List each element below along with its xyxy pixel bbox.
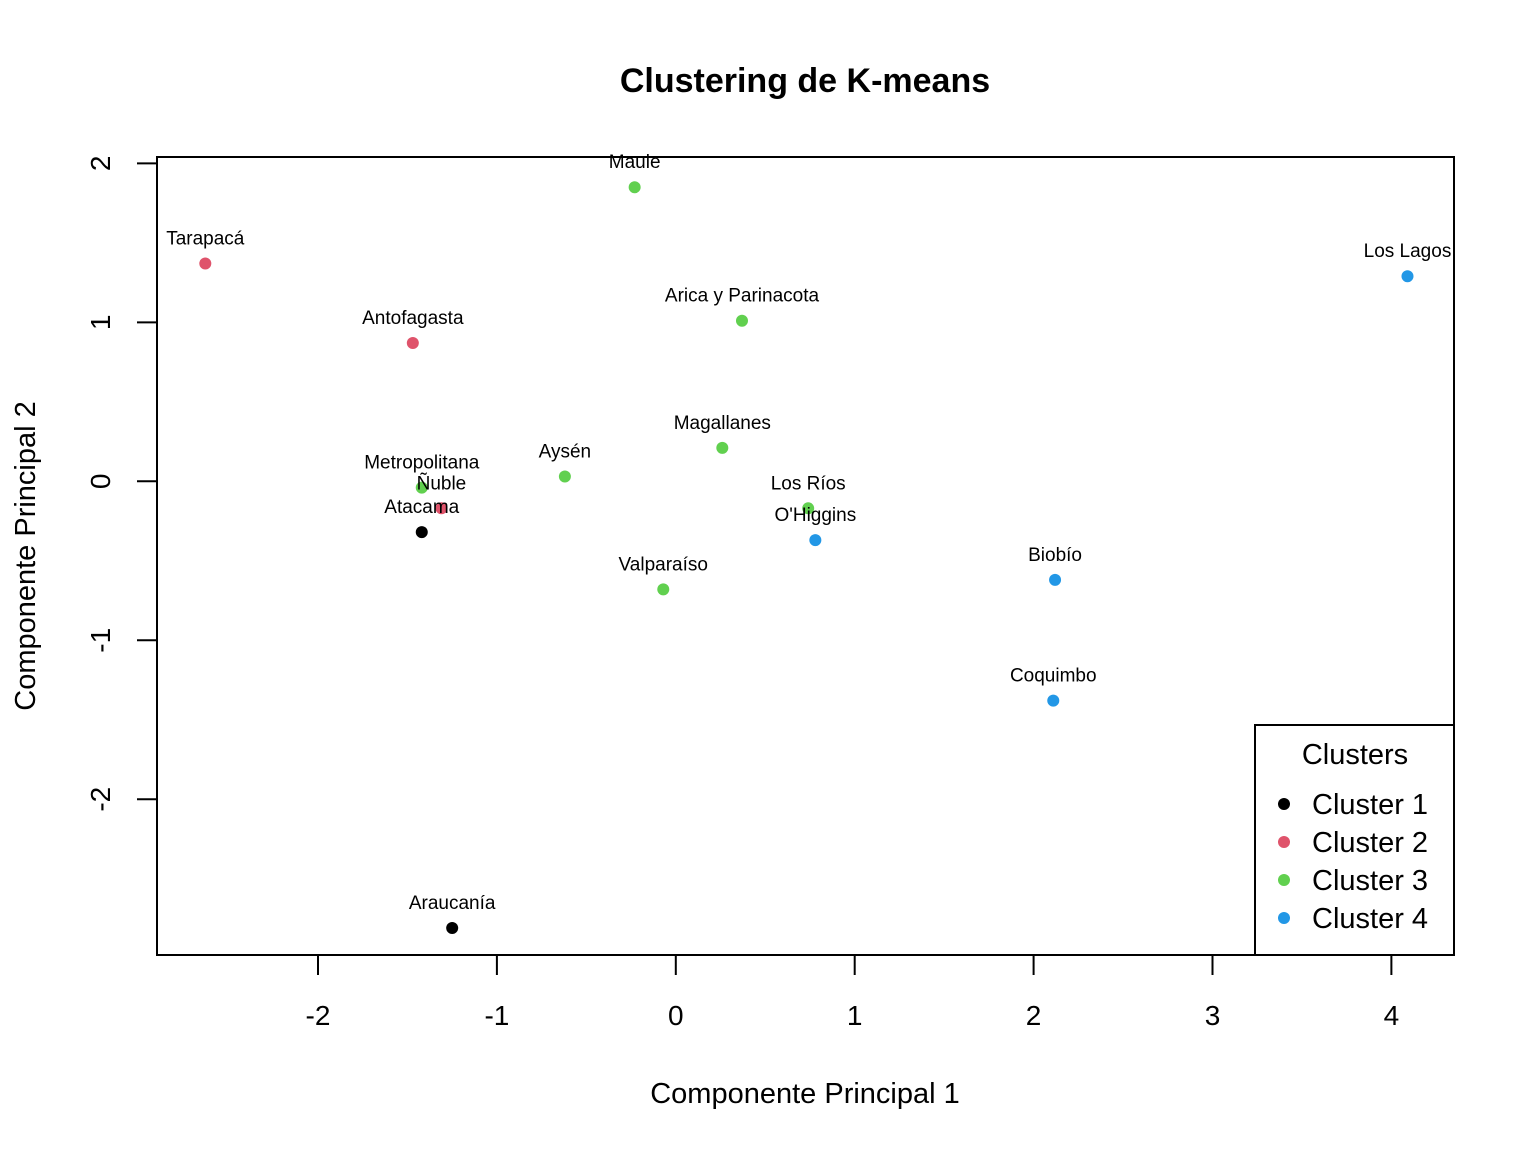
- data-point: [716, 441, 729, 454]
- point-label: Arica y Parinacota: [665, 286, 820, 307]
- data-points: [199, 181, 1414, 934]
- data-point: [435, 502, 448, 515]
- data-point: [1401, 270, 1414, 283]
- point-label: Araucanía: [409, 893, 496, 914]
- legend-marker: [1278, 798, 1290, 810]
- x-tick-label: 1: [847, 1000, 863, 1031]
- point-label: Aysén: [539, 442, 591, 463]
- legend-label: Cluster 3: [1312, 865, 1428, 897]
- x-tick-label: 2: [1026, 1000, 1042, 1031]
- y-tick-label: 2: [85, 156, 116, 172]
- data-point: [406, 336, 419, 349]
- y-tick-label: -1: [85, 628, 116, 653]
- y-axis-title: Componente Principal 2: [10, 401, 42, 711]
- legend-title: Clusters: [1302, 739, 1408, 771]
- point-label: Atacama: [384, 497, 459, 518]
- x-tick-label: -2: [306, 1000, 331, 1031]
- legend-marker: [1278, 874, 1290, 886]
- data-point: [809, 534, 822, 547]
- y-tick-label: 0: [85, 473, 116, 489]
- data-point: [1049, 573, 1062, 586]
- y-tick-label: -2: [85, 787, 116, 812]
- legend-label: Cluster 1: [1312, 789, 1428, 821]
- x-tick-label: 3: [1205, 1000, 1221, 1031]
- data-point: [446, 921, 459, 934]
- point-label: Tarapacá: [166, 229, 245, 250]
- point-label: Maule: [609, 152, 661, 173]
- y-tick-label: 1: [85, 315, 116, 331]
- point-label: O'Higgins: [774, 505, 856, 526]
- chart-title: Clustering de K-means: [620, 62, 990, 100]
- x-axis-title: Componente Principal 1: [650, 1078, 960, 1110]
- data-point: [802, 502, 815, 515]
- x-axis: -2 -1 0 1 2 3 4: [306, 954, 1400, 1031]
- data-point: [735, 314, 748, 327]
- x-tick-label: -1: [484, 1000, 509, 1031]
- point-label: Coquimbo: [1010, 666, 1097, 687]
- point-label: Valparaíso: [619, 554, 708, 575]
- legend-label: Cluster 2: [1312, 827, 1428, 859]
- point-label: Magallanes: [674, 413, 771, 434]
- legend-entries: Cluster 1 Cluster 2 Cluster 3 Cluster 4: [1278, 789, 1428, 935]
- data-point: [657, 583, 670, 596]
- point-label: Biobío: [1028, 545, 1082, 566]
- data-point: [1047, 694, 1060, 707]
- data-point: [415, 481, 428, 494]
- data-point: [628, 181, 641, 194]
- data-point: [558, 470, 571, 483]
- x-tick-label: 0: [668, 1000, 684, 1031]
- point-label: Metropolitana: [364, 453, 480, 474]
- point-labels: Maule Tarapacá Los Lagos Antofagasta Arica y…: [166, 152, 1451, 914]
- legend-marker: [1278, 912, 1290, 924]
- point-label: Los Ríos: [771, 473, 846, 494]
- point-label: Ñuble: [417, 472, 467, 494]
- legend-marker: [1278, 836, 1290, 848]
- data-point: [415, 526, 428, 539]
- legend-label: Cluster 4: [1312, 903, 1428, 935]
- x-tick-label: 4: [1384, 1000, 1400, 1031]
- data-point: [199, 257, 212, 270]
- point-label: Los Lagos: [1364, 241, 1452, 262]
- y-axis: -2 -1 0 1 2: [85, 156, 158, 812]
- point-label: Antofagasta: [362, 308, 464, 329]
